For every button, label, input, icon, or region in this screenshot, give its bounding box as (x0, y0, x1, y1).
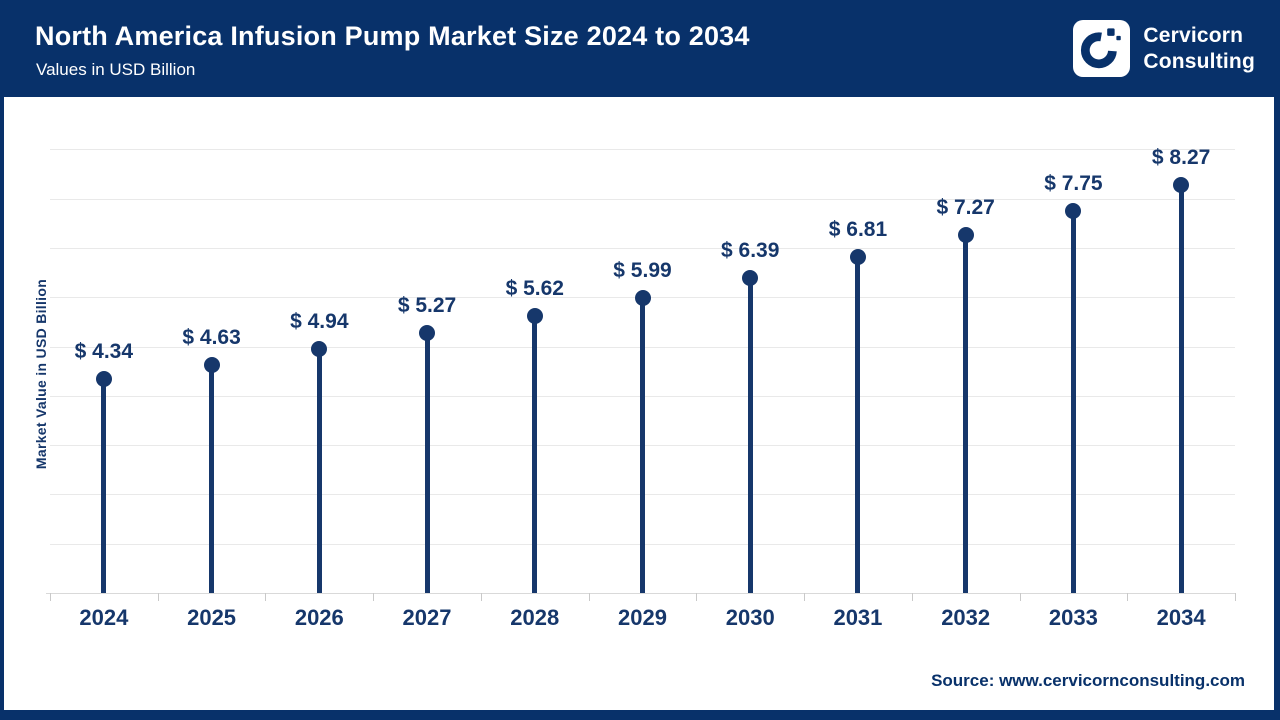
lollipop-dot (634, 289, 651, 306)
lollipop-stem (640, 297, 645, 593)
x-axis-tick (480, 593, 482, 601)
value-label: $ 6.39 (721, 238, 780, 262)
x-tick-label: 2027 (402, 605, 452, 630)
x-axis-tick (1235, 593, 1236, 601)
x-tick-label: 2034 (1156, 605, 1206, 630)
lollipop-stem (316, 349, 322, 593)
brand-name-line1: Cervicorn (1143, 23, 1244, 47)
lollipop-dot (742, 269, 759, 286)
lollipop-dot (311, 341, 328, 358)
x-axis-tick (157, 593, 159, 601)
source-attribution: Source: www.cervicornconsulting.com (931, 671, 1245, 690)
y-axis-title: Market Value in USD Billion (33, 278, 49, 470)
lollipop-stem (101, 379, 107, 593)
brand-name-line2: Consulting (1143, 49, 1255, 73)
x-tick-label: 2033 (1048, 605, 1098, 630)
lollipop-dot (1173, 177, 1190, 194)
x-axis-tick (1127, 593, 1129, 601)
lollipop-dot (957, 226, 974, 243)
lollipop-stem (1070, 210, 1076, 593)
value-label: $ 4.34 (74, 340, 134, 364)
x-axis-tick (265, 593, 267, 601)
x-tick-label: 2030 (725, 605, 775, 630)
lollipop-dot (203, 356, 220, 373)
lollipop-stem (963, 234, 969, 593)
value-label: $ 5.27 (397, 294, 457, 318)
lollipop-stem (532, 315, 538, 593)
header-banner: North America Infusion Pump Market Size … (0, 0, 1280, 97)
x-tick-label: 2025 (187, 605, 237, 630)
brand-name: Cervicorn Consulting (1143, 23, 1255, 75)
cervicorn-logo-icon (1073, 20, 1131, 77)
lollipop-dot (419, 325, 436, 342)
brand-block: Cervicorn Consulting (1073, 0, 1255, 97)
gridline (50, 149, 1235, 151)
x-tick-label: 2026 (294, 605, 344, 630)
gridline (50, 198, 1235, 200)
value-label: $ 4.94 (290, 310, 349, 334)
x-axis-line (46, 593, 1235, 594)
page-subtitle: Values in USD Billion (36, 60, 196, 79)
lollipop-dot (849, 249, 866, 266)
x-axis-tick (588, 593, 590, 601)
lollipop-dot (95, 371, 112, 388)
lollipop-stem (855, 257, 861, 593)
lollipop-stem (424, 333, 430, 593)
lollipop-stem (747, 277, 753, 593)
value-label: $ 8.27 (1151, 146, 1211, 170)
x-axis-tick (50, 593, 51, 601)
x-axis-tick (373, 593, 375, 601)
x-axis-tick (1019, 593, 1021, 601)
value-label: $ 5.62 (505, 276, 564, 300)
lollipop-dot (1065, 202, 1082, 219)
x-tick-label: 2032 (941, 605, 991, 630)
value-label: $ 6.81 (828, 218, 888, 242)
value-label: $ 4.63 (182, 325, 241, 349)
gridline (50, 247, 1235, 249)
x-tick-label: 2031 (833, 605, 883, 630)
x-axis-tick (911, 593, 913, 601)
x-tick-label: 2029 (618, 605, 667, 630)
x-tick-label: 2024 (79, 605, 129, 630)
value-label: $ 5.99 (613, 258, 672, 282)
lollipop-stem (209, 364, 215, 593)
value-label: $ 7.75 (1044, 171, 1103, 195)
lollipop-stem (1178, 185, 1184, 593)
lollipop-dot (526, 307, 543, 324)
x-axis-tick (804, 593, 806, 601)
x-tick-label: 2028 (510, 605, 560, 630)
value-label: $ 7.27 (936, 195, 995, 219)
x-axis-tick (696, 593, 698, 601)
page-title: North America Infusion Pump Market Size … (35, 21, 750, 51)
